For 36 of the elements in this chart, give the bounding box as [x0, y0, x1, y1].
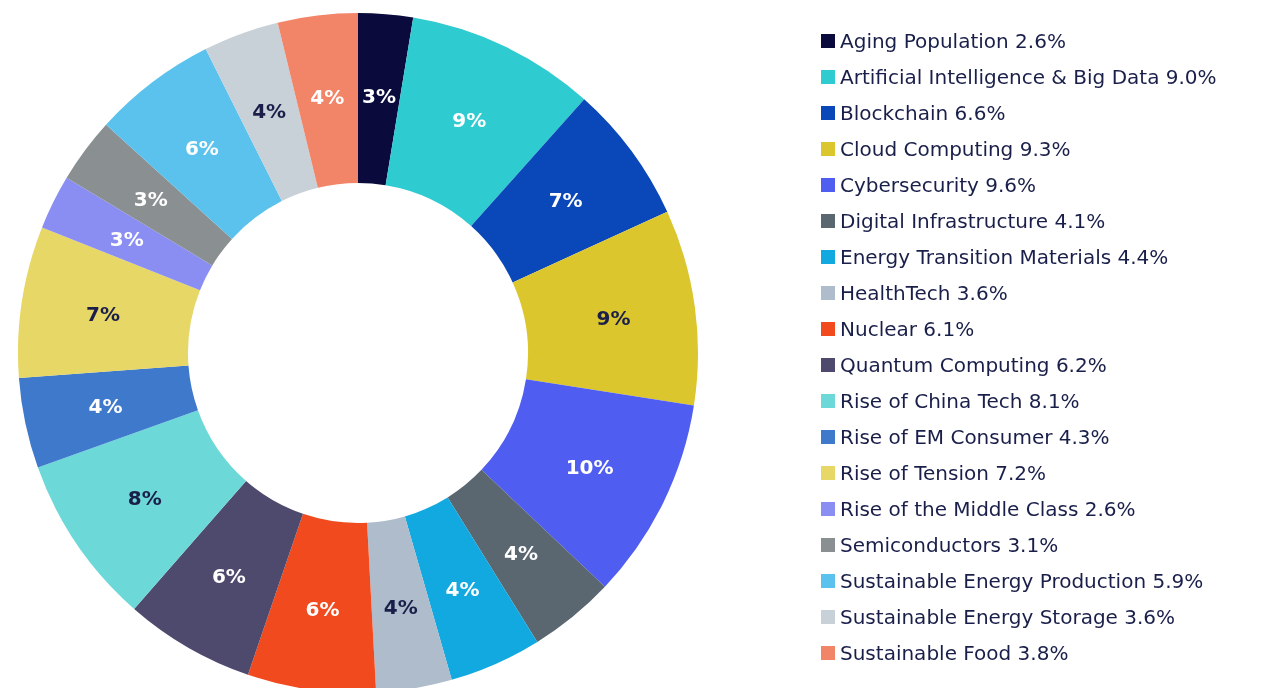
data-label: 6% — [211, 564, 246, 589]
legend-label: Blockchain 6.6% — [840, 101, 1006, 125]
data-label: 10% — [565, 454, 614, 479]
legend-label: Digital Infrastructure 4.1% — [840, 209, 1106, 233]
data-label: 4% — [383, 595, 418, 620]
legend-label: Sustainable Energy Production 5.9% — [840, 569, 1204, 593]
legend-label: Rise of China Tech 8.1% — [840, 389, 1080, 413]
legend-label: Rise of Tension 7.2% — [840, 461, 1047, 485]
data-label: 3% — [362, 83, 397, 108]
data-label: 4% — [310, 84, 345, 109]
legend-label: Cloud Computing 9.3% — [840, 137, 1071, 161]
legend-label: Rise of the Middle Class 2.6% — [840, 497, 1136, 521]
data-label: 3% — [109, 226, 144, 251]
data-label: 4% — [252, 98, 287, 123]
legend-label: HealthTech 3.6% — [840, 281, 1008, 305]
legend-label: Semiconductors 3.1% — [840, 533, 1059, 557]
legend-label: Cybersecurity 9.6% — [840, 173, 1037, 197]
data-label: 9% — [596, 305, 631, 330]
data-label: 6% — [305, 596, 340, 621]
legend-label: Sustainable Energy Storage 3.6% — [840, 605, 1176, 629]
legend-label: Sustainable Food 3.8% — [840, 641, 1069, 665]
legend-label: Aging Population 2.6% — [840, 29, 1066, 53]
legend-label: Quantum Computing 6.2% — [840, 353, 1107, 377]
data-label: 8% — [127, 486, 162, 511]
legend-label: Rise of EM Consumer 4.3% — [840, 425, 1110, 449]
legend-label: Nuclear 6.1% — [840, 317, 975, 341]
data-label: 6% — [184, 135, 219, 160]
data-label: 3% — [133, 187, 168, 212]
legend-label: Artificial Intelligence & Big Data 9.0% — [840, 65, 1217, 89]
legend-label: Energy Transition Materials 4.4% — [840, 245, 1169, 269]
data-label: 7% — [548, 187, 583, 212]
data-label: 4% — [504, 540, 539, 565]
data-label: 4% — [88, 394, 123, 419]
data-label: 9% — [452, 108, 487, 133]
data-label: 7% — [86, 301, 120, 326]
data-label: 4% — [445, 576, 480, 601]
